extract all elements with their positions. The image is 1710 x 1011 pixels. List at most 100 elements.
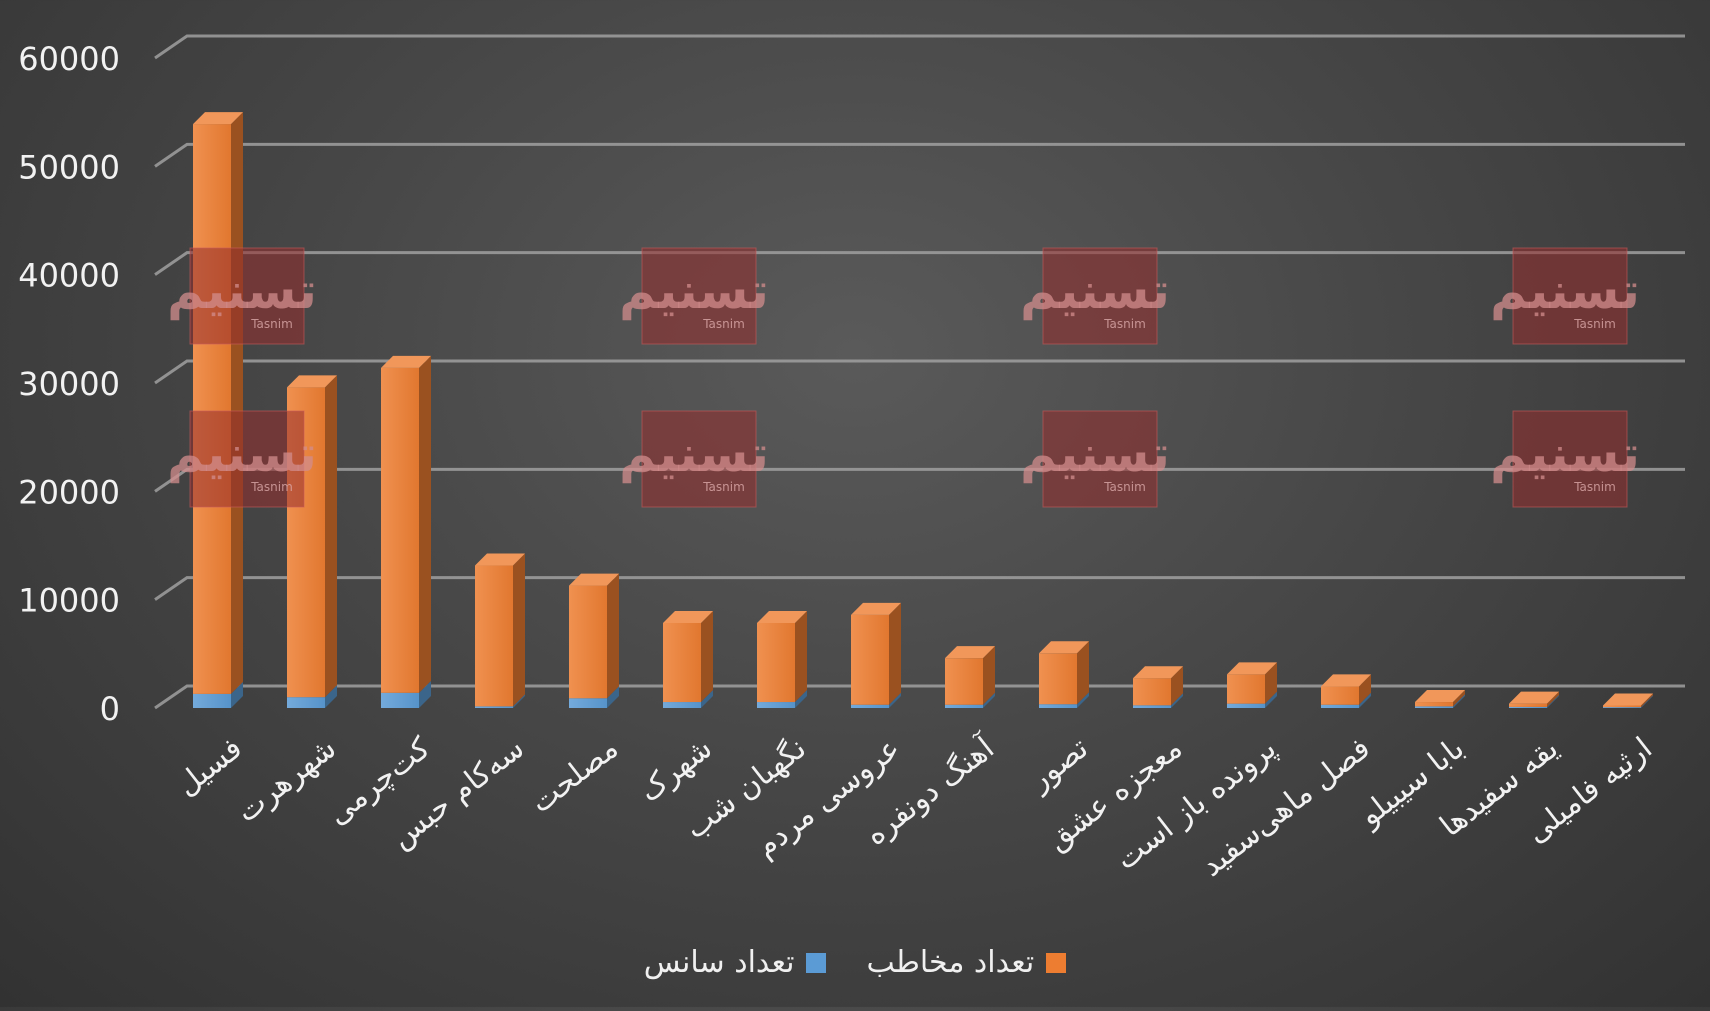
bar-1: [1039, 653, 1077, 705]
bar-side-0: [1359, 692, 1371, 708]
bar-1: [569, 585, 607, 699]
bar-top: [663, 610, 713, 623]
bar-side-1: [1265, 662, 1277, 704]
bar-1: [1509, 703, 1547, 707]
x-tick-label: فسیل: [170, 731, 249, 803]
bar-0: [1039, 704, 1077, 708]
bar-side-0: [1265, 691, 1277, 708]
bar-0: [663, 702, 701, 708]
watermark-caption: Tasnim: [702, 480, 745, 494]
watermark-caption: Tasnim: [1573, 317, 1616, 331]
bar-0: [1321, 704, 1359, 708]
bar-side-0: [795, 690, 807, 708]
watermark-logo: [1042, 247, 1158, 345]
bar-top: [851, 602, 901, 615]
bar-side-1: [1077, 641, 1089, 705]
legend-item-audience: تعداد مخاطب: [866, 945, 1067, 980]
watermark-glyph: تسنیم: [1020, 262, 1170, 320]
watermark-caption: Tasnim: [1103, 480, 1146, 494]
bar-0: [1603, 707, 1641, 708]
watermark-caption: Tasnim: [702, 317, 745, 331]
bar-side-1: [889, 602, 901, 705]
gridline: [154, 576, 1685, 601]
bar-side-1: [1171, 666, 1183, 706]
bar-side-1: [1453, 690, 1465, 707]
bar-top: [1509, 691, 1559, 704]
bar-0: [757, 702, 795, 708]
watermark-logo: [641, 247, 757, 345]
bar-1: [193, 124, 231, 694]
watermark-logo: [1042, 410, 1158, 508]
gridline: [154, 359, 1685, 385]
bar-top: [475, 553, 525, 566]
bar-1: [1415, 702, 1453, 707]
watermark-glyph: تسنیم: [619, 425, 769, 483]
watermark-logo: [189, 247, 305, 345]
y-tick-label: 30000: [18, 365, 120, 403]
x-tick-label: مصلحت: [524, 731, 625, 821]
legend-item-sessions: تعداد سانس: [644, 945, 827, 980]
x-tick-label: تصور: [1021, 731, 1095, 799]
bar-side-0: [1453, 694, 1465, 708]
bar-side-0: [607, 686, 619, 708]
bar-side-1: [701, 610, 713, 703]
watermark-glyph: تسنیم: [1490, 425, 1640, 483]
watermark-glyph: تسنیم: [1490, 262, 1640, 320]
bar-top: [1227, 662, 1277, 675]
bar-0: [1227, 703, 1265, 708]
watermark-caption: Tasnim: [1103, 317, 1146, 331]
bar-side-0: [701, 690, 713, 708]
bar-top: [381, 355, 431, 368]
bar-top: [1415, 690, 1465, 703]
legend: تعداد مخاطب تعداد سانس: [0, 945, 1710, 980]
bar-side-0: [1077, 692, 1089, 708]
bar-side-1: [513, 553, 525, 707]
bar-top: [945, 646, 995, 659]
bar-side-0: [1547, 694, 1559, 708]
bar-1: [757, 622, 795, 703]
legend-swatch-sessions: [806, 952, 827, 973]
bar-1: [381, 367, 419, 693]
y-tick-label: 10000: [18, 582, 120, 620]
bar-side-1: [231, 112, 243, 694]
watermark-glyph: تسنیم: [167, 262, 317, 320]
x-tick-label: فصل ماهی‌سفید: [1195, 731, 1377, 884]
legend-label-sessions: تعداد سانس: [643, 945, 795, 980]
bar-0: [945, 704, 983, 708]
watermark-glyph: تسنیم: [619, 262, 769, 320]
bar-side-0: [889, 692, 901, 708]
x-tick-label: شهرهرت: [230, 731, 343, 830]
bar-side-1: [419, 355, 431, 693]
bar-top: [1039, 641, 1089, 654]
bar-0: [1509, 706, 1547, 708]
bar-1: [1603, 705, 1641, 708]
y-tick-label: 50000: [18, 148, 120, 186]
bar-0: [1133, 705, 1171, 708]
bar-side-0: [325, 685, 337, 708]
bar-top: [757, 610, 807, 623]
bar-top: [569, 573, 619, 586]
gridline: [154, 467, 1685, 493]
bar-side-1: [795, 610, 807, 703]
gridline: [154, 34, 1685, 60]
bar-side-1: [325, 375, 337, 698]
gridline: [154, 251, 1685, 276]
bar-0: [381, 692, 419, 708]
bar-1: [1321, 686, 1359, 705]
bar-top: [1603, 693, 1653, 706]
bar-side-1: [1641, 693, 1653, 708]
bar-1: [1227, 674, 1265, 704]
y-tick-label: 40000: [18, 257, 120, 295]
bar-0: [1415, 706, 1453, 708]
bar-side-0: [419, 680, 431, 708]
bar-side-1: [983, 646, 995, 705]
bar-0: [193, 693, 231, 708]
bar-side-0: [513, 694, 525, 708]
watermark-logo: [1512, 410, 1628, 508]
y-tick-label: 20000: [18, 473, 120, 511]
bar-0: [569, 698, 607, 708]
y-tick-label: 0: [100, 690, 120, 728]
bar-top: [1321, 674, 1371, 687]
y-tick-label: 60000: [18, 40, 120, 78]
legend-swatch-audience: [1046, 952, 1067, 973]
